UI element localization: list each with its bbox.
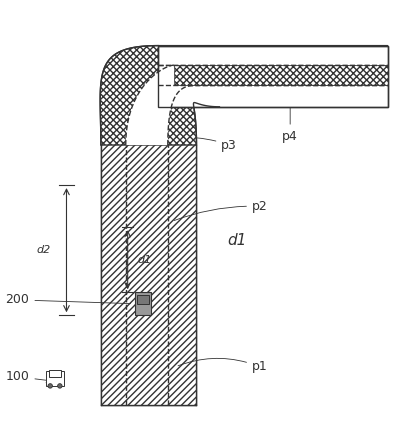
Bar: [168, 145, 196, 405]
Polygon shape: [100, 46, 388, 145]
Polygon shape: [126, 65, 388, 145]
Text: d1: d1: [137, 255, 152, 265]
Text: p2: p2: [174, 200, 268, 221]
Circle shape: [58, 384, 62, 388]
Bar: [135, 292, 151, 315]
Polygon shape: [126, 65, 195, 145]
Circle shape: [48, 384, 52, 388]
Bar: [174, 65, 388, 85]
Text: 200: 200: [6, 293, 131, 307]
Bar: [49, 370, 61, 377]
Bar: [158, 46, 388, 107]
Text: 100: 100: [6, 370, 51, 383]
Text: p1: p1: [178, 358, 268, 373]
Text: p4: p4: [282, 84, 298, 143]
Bar: [101, 145, 126, 405]
Bar: [126, 145, 168, 405]
Bar: [174, 65, 388, 85]
Bar: [101, 145, 196, 405]
Text: p3: p3: [178, 137, 237, 152]
Bar: [137, 295, 149, 304]
Bar: [46, 371, 64, 386]
Text: d1: d1: [227, 233, 246, 248]
Bar: [158, 46, 388, 107]
Text: d2: d2: [37, 245, 51, 255]
